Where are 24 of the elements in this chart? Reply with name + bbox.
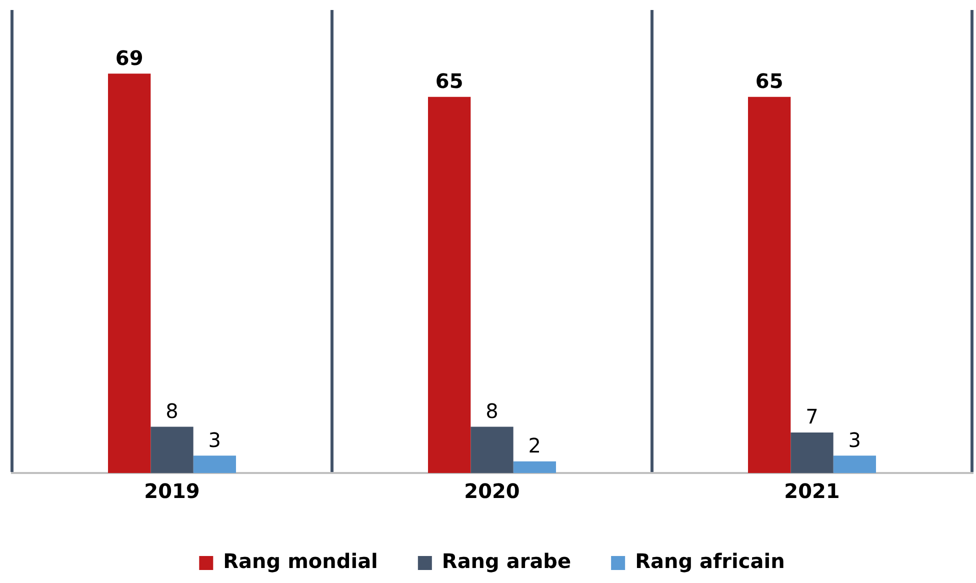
legend-label: Rang africain [635,549,785,574]
bar [470,426,514,473]
bar [108,74,151,473]
legend-label: Rang arabe [442,549,572,574]
x-tick-label: 2020 [464,479,520,504]
data-label: 8 [166,398,178,423]
data-label: 65 [435,69,464,94]
legend-label: Rang mondial [223,549,378,574]
bar [150,426,194,473]
x-tick-label: 2021 [784,479,840,504]
data-label: 69 [115,46,144,70]
data-label: 7 [806,404,818,429]
bar [513,461,556,473]
bar [193,456,236,473]
bar [748,96,791,473]
data-label: 65 [755,69,784,94]
data-label: 3 [208,428,222,452]
x-tick-label: 2019 [144,479,200,504]
data-label: 2 [528,434,542,458]
bar [790,432,834,473]
data-label: 8 [486,398,498,423]
bar [833,456,876,473]
data-label: 3 [848,428,862,452]
bar [428,96,471,473]
